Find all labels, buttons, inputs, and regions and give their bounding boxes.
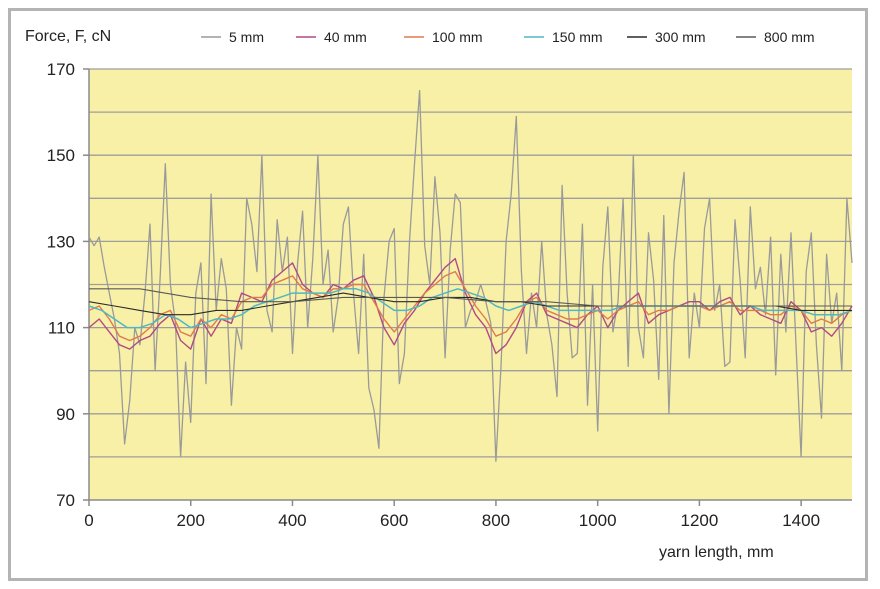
x-tick-label: 400: [278, 511, 306, 530]
legend-label: 40 mm: [324, 29, 367, 45]
x-tick-label: 600: [380, 511, 408, 530]
x-tick-label: 1200: [680, 511, 718, 530]
chart-frame: 70 90 110 130 150 170 0 200 400 600 800 1000 1200 140…: [8, 8, 868, 581]
x-tick-label: 1000: [579, 511, 617, 530]
y-tick-label: 130: [47, 232, 75, 251]
tick-labels: 70 90 110 130 150 170 0 200 400 600 800 1000 1200 140…: [47, 60, 820, 530]
legend-label: 100 mm: [432, 29, 483, 45]
legend-label: 150 mm: [552, 29, 603, 45]
y-tick-label: 110: [48, 319, 75, 338]
legend-label: 800 mm: [764, 29, 815, 45]
x-tick-label: 200: [177, 511, 205, 530]
series-lines: [88, 89, 853, 462]
x-tick-label: 1400: [782, 511, 820, 530]
y-axis-label: Force, F, cN: [25, 28, 111, 45]
x-tick-label: 0: [84, 511, 93, 530]
legend: 5 mm 40 mm 100 mm 150 mm 300 mm 800 mm: [201, 29, 815, 45]
y-tick-label: 70: [56, 491, 75, 510]
series-line-800-mm: [89, 288, 852, 307]
y-tick-label: 150: [47, 146, 75, 165]
force-chart: 70 90 110 130 150 170 0 200 400 600 800 1000 1200 140…: [25, 28, 853, 561]
legend-label: 5 mm: [229, 29, 264, 45]
y-tick-label: 90: [56, 405, 75, 424]
x-tick-label: 800: [482, 511, 510, 530]
series-line-40-mm: [88, 257, 853, 355]
y-tick-label: 170: [47, 60, 75, 79]
axes: [83, 68, 852, 506]
x-axis-label: yarn length, mm: [659, 544, 774, 561]
grid-lines: [89, 68, 852, 458]
legend-label: 300 mm: [655, 29, 706, 45]
